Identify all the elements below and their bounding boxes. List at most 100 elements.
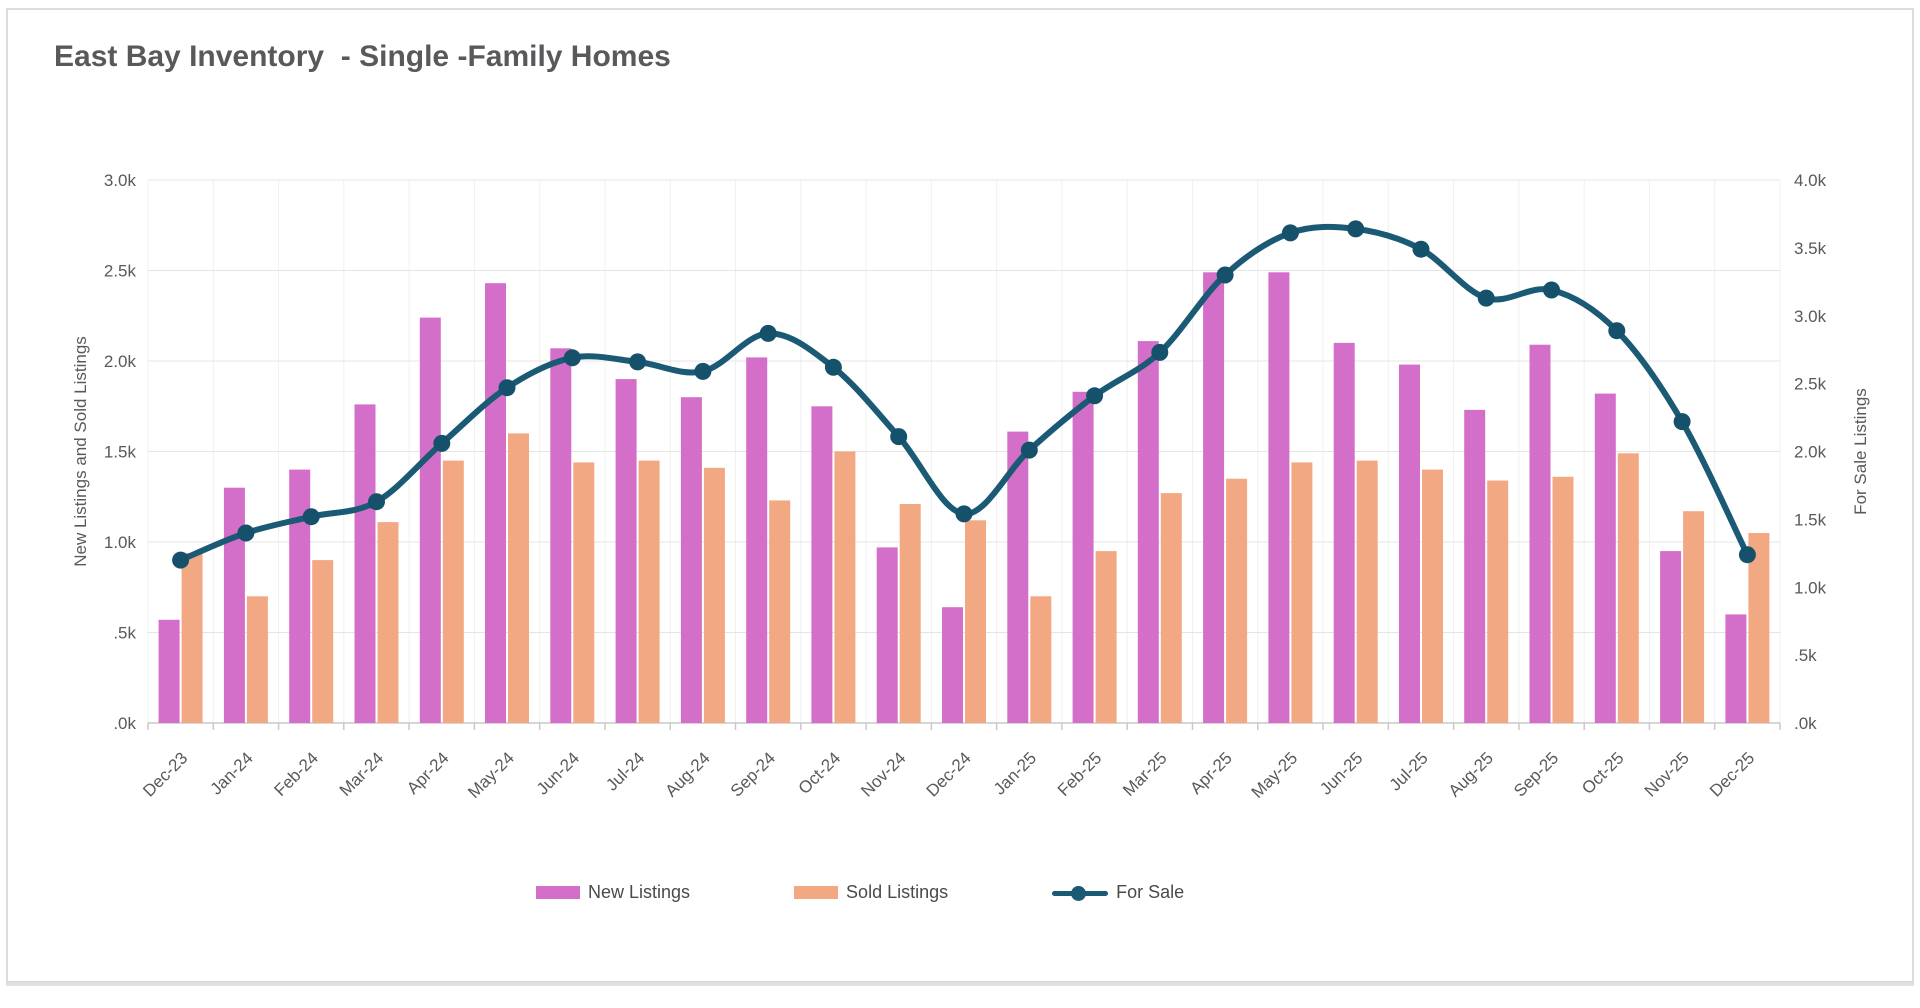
bar-new-listings bbox=[1529, 344, 1551, 723]
bar-sold-listings bbox=[1160, 493, 1182, 723]
x-axis-category-label: Jan-24 bbox=[207, 748, 257, 798]
right-axis-tick-label: 3.5k bbox=[1794, 239, 1827, 258]
bar-sold-listings bbox=[442, 460, 464, 724]
right-axis-tick-label: 4.0k bbox=[1794, 171, 1827, 190]
for-sale-point bbox=[694, 362, 712, 380]
legend-label: Sold Listings bbox=[846, 882, 949, 902]
for-sale-point bbox=[1347, 220, 1365, 238]
bar-sold-listings bbox=[377, 522, 399, 723]
x-axis-category-label: May-24 bbox=[464, 748, 518, 802]
x-axis-category-label: Sep-25 bbox=[1510, 748, 1562, 800]
right-axis-title: For Sale Listings bbox=[1851, 388, 1870, 515]
x-axis-category-label: Jul-24 bbox=[602, 748, 648, 794]
bar-sold-listings bbox=[1617, 453, 1639, 723]
bar-sold-listings bbox=[1226, 478, 1248, 724]
for-sale-line bbox=[177, 223, 1751, 564]
for-sale-point bbox=[1738, 546, 1756, 564]
for-sale-point bbox=[498, 379, 516, 397]
x-axis-category-label: Jun-25 bbox=[1316, 748, 1366, 798]
x-axis-category-label: Feb-24 bbox=[270, 748, 322, 800]
x-axis-category-label: May-25 bbox=[1248, 748, 1302, 802]
right-axis-tick-label: 3.0k bbox=[1794, 307, 1827, 326]
bar-sold-listings bbox=[246, 596, 268, 723]
x-axis-category-label: Dec-24 bbox=[923, 748, 975, 800]
bar-new-listings bbox=[289, 469, 311, 723]
left-axis-title: New Listings and Sold Listings bbox=[71, 336, 90, 567]
x-axis-category-label: Jun-24 bbox=[533, 748, 583, 798]
for-sale-point bbox=[237, 524, 255, 542]
x-axis-category-label: Apr-24 bbox=[403, 748, 453, 798]
bar-new-listings bbox=[746, 357, 768, 723]
new-listings-swatch-icon bbox=[536, 886, 580, 899]
bar-sold-listings bbox=[312, 560, 334, 723]
right-axis-tick-label: 2.5k bbox=[1794, 375, 1827, 394]
chart-legend: New Listings Sold Listings For Sale bbox=[536, 882, 1184, 903]
chart-card: East Bay Inventory - Single -Family Home… bbox=[6, 8, 1914, 983]
legend-item-for-sale[interactable]: For Sale bbox=[1052, 882, 1184, 903]
x-axis-category-label: Nov-24 bbox=[857, 748, 909, 800]
x-axis-category-label: Mar-25 bbox=[1119, 748, 1171, 800]
for-sale-point bbox=[1412, 240, 1430, 258]
legend-label: For Sale bbox=[1116, 882, 1185, 902]
bar-sold-listings bbox=[703, 467, 725, 723]
x-axis-category-label: Dec-23 bbox=[139, 748, 191, 800]
legend-item-sold-listings[interactable]: Sold Listings bbox=[794, 882, 948, 903]
x-axis-category-label: Dec-25 bbox=[1706, 748, 1758, 800]
bar-new-listings bbox=[1594, 393, 1616, 723]
bar-new-listings bbox=[419, 317, 441, 723]
for-sale-point bbox=[1086, 387, 1104, 405]
left-axis-tick-label: 3.0k bbox=[104, 171, 137, 190]
for-sale-point bbox=[1020, 441, 1038, 459]
x-axis-category-label: Aug-24 bbox=[662, 748, 714, 800]
legend-item-new-listings[interactable]: New Listings bbox=[536, 882, 690, 903]
bar-new-listings bbox=[1203, 272, 1225, 723]
legend-label: New Listings bbox=[588, 882, 691, 902]
bar-sold-listings bbox=[1487, 480, 1509, 723]
bar-new-listings bbox=[158, 619, 180, 723]
for-sale-line-marker-icon bbox=[1052, 885, 1109, 901]
bar-sold-listings bbox=[769, 500, 791, 723]
bar-sold-listings bbox=[1291, 462, 1313, 723]
bar-new-listings bbox=[942, 607, 963, 723]
right-axis-tick-label: 2.0k bbox=[1794, 443, 1827, 462]
bar-sold-listings bbox=[834, 451, 856, 723]
bar-sold-listings bbox=[1552, 476, 1574, 723]
bar-new-listings bbox=[876, 547, 898, 723]
for-sale-point bbox=[172, 551, 190, 569]
bar-sold-listings bbox=[1030, 596, 1052, 723]
bar-sold-listings bbox=[573, 462, 595, 723]
x-axis-category-label: Mar-24 bbox=[336, 748, 388, 800]
for-sale-point bbox=[1151, 343, 1169, 361]
for-sale-point bbox=[759, 324, 777, 342]
for-sale-point bbox=[1608, 322, 1626, 340]
for-sale-point bbox=[629, 353, 647, 371]
inventory-combo-chart: 3.0k 2.5k 2.0k 1.5k 1.0k .5k .0k 4.0k 3.5k 3.0k 2.… bbox=[71, 171, 1870, 802]
bar-sold-listings bbox=[965, 520, 986, 723]
bar-new-listings bbox=[1007, 431, 1029, 723]
left-axis-tick-label: .0k bbox=[113, 714, 136, 733]
for-sale-point bbox=[433, 434, 451, 452]
x-axis-category-label: Feb-25 bbox=[1054, 748, 1106, 800]
bar-new-listings bbox=[354, 404, 376, 723]
for-sale-point bbox=[1477, 289, 1495, 307]
for-sale-point bbox=[955, 505, 973, 523]
bar-new-listings bbox=[485, 283, 506, 723]
bar-new-listings bbox=[615, 379, 637, 723]
right-axis-tick-label: 1.5k bbox=[1794, 510, 1827, 529]
right-axis-tick-label: .5k bbox=[1794, 646, 1817, 665]
for-sale-point bbox=[1673, 413, 1691, 431]
for-sale-point bbox=[1216, 266, 1234, 284]
bar-sold-listings bbox=[1422, 469, 1443, 723]
x-axis-category-label: Jul-25 bbox=[1386, 748, 1432, 794]
bar-sold-listings bbox=[899, 504, 921, 723]
x-axis-category-label: Jan-25 bbox=[990, 748, 1040, 798]
left-axis-tick-label: 1.5k bbox=[104, 443, 137, 462]
x-axis-category-label: Oct-25 bbox=[1578, 748, 1628, 798]
for-sale-point bbox=[1281, 224, 1299, 242]
bar-sold-listings bbox=[1683, 511, 1705, 723]
bar-sold-listings bbox=[638, 460, 660, 724]
bar-new-listings bbox=[223, 487, 245, 723]
left-axis-tick-label: 2.0k bbox=[104, 352, 137, 371]
for-sale-point bbox=[302, 508, 320, 526]
sold-listings-swatch-icon bbox=[794, 886, 839, 899]
